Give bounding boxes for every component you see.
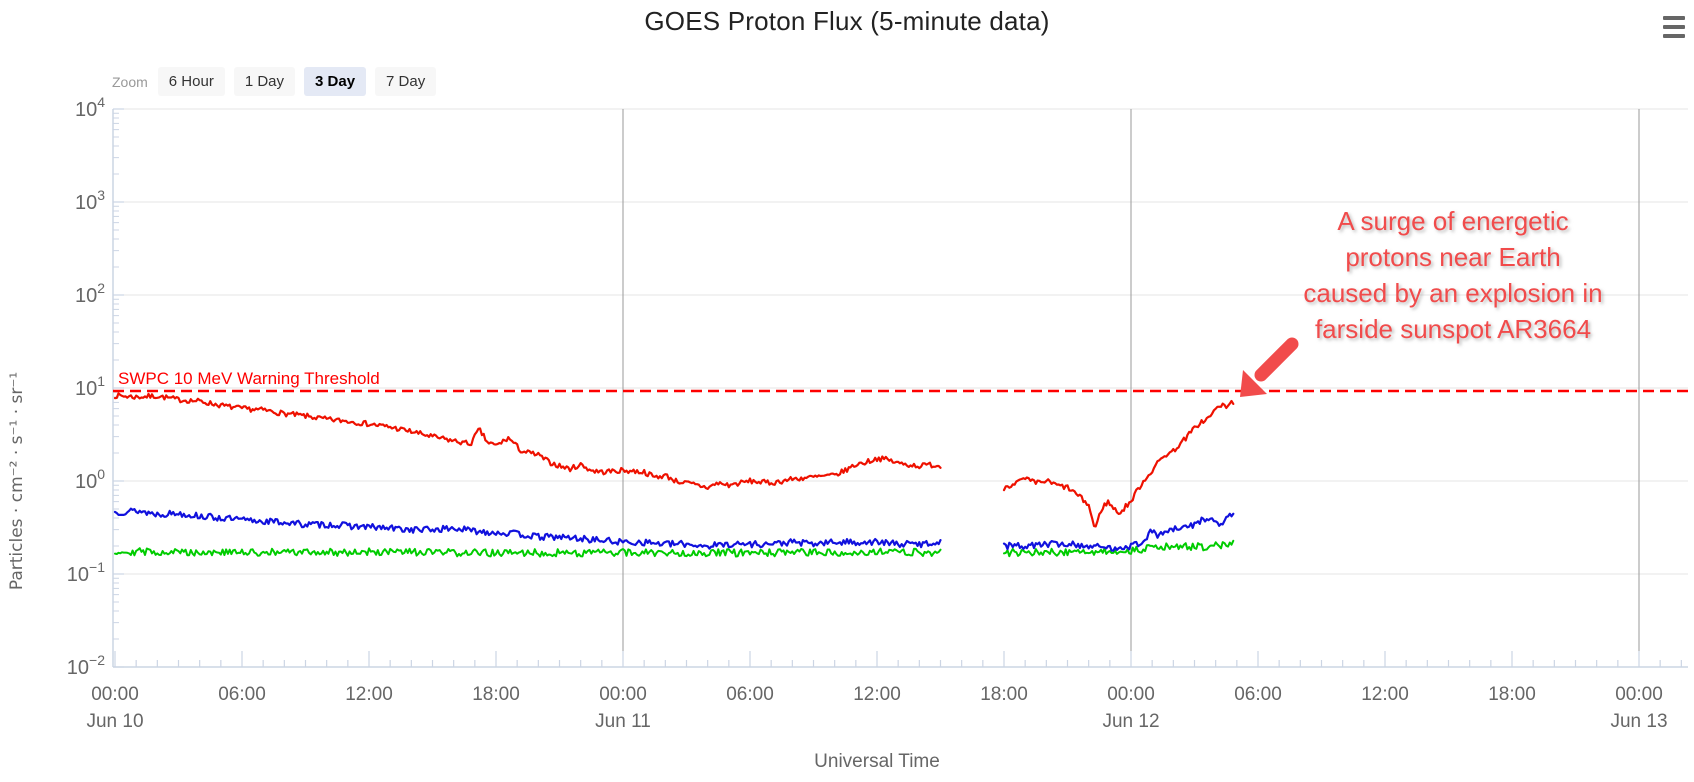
- x-day-label: Jun 13: [1610, 711, 1667, 732]
- x-day-label: Jun 10: [86, 711, 143, 732]
- red-series-line: [113, 392, 1235, 528]
- hamburger-bar: [1663, 16, 1685, 20]
- zoom-buttons: 6 Hour 1 Day 3 Day 7 Day: [157, 67, 445, 96]
- x-tick-label: 00:00: [91, 684, 139, 705]
- x-tick-label: 18:00: [472, 684, 520, 705]
- y-tick-label: 10−1: [67, 559, 105, 586]
- zoom-button-7-day[interactable]: 7 Day: [375, 67, 437, 96]
- hamburger-bar: [1663, 25, 1685, 29]
- annotation-line: protons near Earth: [1345, 242, 1561, 272]
- threshold-label: SWPC 10 MeV Warning Threshold: [118, 369, 380, 388]
- annotation-line: A surge of energetic: [1337, 206, 1569, 236]
- x-tick-label: 00:00: [1107, 684, 1155, 705]
- green-series-line: [114, 539, 1235, 558]
- zoom-label: Zoom: [112, 74, 148, 90]
- x-tick-label: 18:00: [1488, 684, 1536, 705]
- y-tick-label: 103: [75, 187, 105, 214]
- x-axis-title: Universal Time: [814, 751, 940, 772]
- x-day-label: Jun 11: [595, 711, 651, 732]
- x-tick-label: 12:00: [345, 684, 393, 705]
- annotation-arrow: [1254, 337, 1299, 382]
- annotation-line: caused by an explosion in: [1303, 278, 1603, 308]
- y-tick-label: 10−2: [67, 652, 105, 679]
- y-tick-label: 104: [75, 94, 105, 121]
- hamburger-bar: [1663, 34, 1685, 38]
- zoom-button-3-day[interactable]: 3 Day: [304, 67, 367, 96]
- x-tick-label: 00:00: [599, 684, 647, 705]
- x-tick-label: 00:00: [1615, 684, 1663, 705]
- zoom-range-selector: Zoom 6 Hour 1 Day 3 Day 7 Day: [112, 66, 445, 98]
- x-tick-label: 06:00: [218, 684, 266, 705]
- x-tick-label: 06:00: [1234, 684, 1282, 705]
- x-tick-label: 18:00: [980, 684, 1028, 705]
- y-axis-title: Particles · cm⁻² · s⁻¹ · sr⁻¹: [7, 372, 27, 590]
- x-tick-label: 12:00: [853, 684, 901, 705]
- chart-title: GOES Proton Flux (5-minute data): [644, 6, 1050, 36]
- zoom-button-6-hour[interactable]: 6 Hour: [157, 67, 225, 96]
- blue-series-line: [113, 507, 1235, 552]
- hamburger-menu-icon[interactable]: [1663, 14, 1687, 40]
- y-tick-label: 102: [75, 280, 105, 307]
- annotation-arrow-head: [1240, 370, 1267, 397]
- y-tick-label: 100: [75, 466, 105, 493]
- x-tick-label: 06:00: [726, 684, 774, 705]
- annotation-line: farside sunspot AR3664: [1314, 314, 1592, 344]
- y-tick-label: 101: [75, 373, 105, 400]
- x-day-label: Jun 12: [1102, 711, 1159, 732]
- x-tick-label: 12:00: [1361, 684, 1409, 705]
- annotation-text: A surge of energetic protons near Earth …: [1257, 203, 1649, 347]
- zoom-button-1-day[interactable]: 1 Day: [233, 67, 296, 96]
